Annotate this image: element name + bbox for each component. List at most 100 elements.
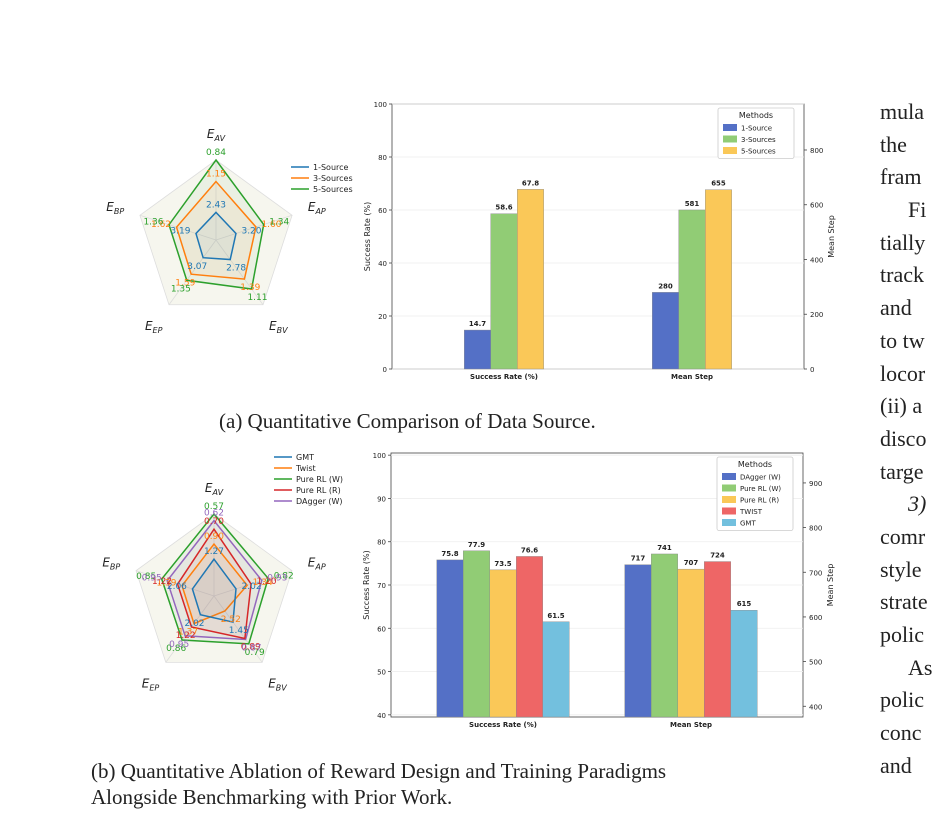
right-column-line: conc (880, 720, 922, 746)
bar-legend-label: 1-Source (741, 125, 772, 133)
bar-value-label: 61.5 (547, 612, 564, 620)
bar-legend-swatch (722, 484, 736, 492)
right-column-line: and (880, 752, 912, 778)
radar-spoke (213, 595, 263, 663)
right-column-line: locor (880, 360, 926, 386)
radar-spoke (168, 239, 217, 305)
bar-ylabel-right: Mean Step (826, 564, 835, 607)
bar-value-label: 73.5 (494, 560, 511, 568)
bar-value-label: 581 (685, 200, 700, 208)
radar-value-label: 1.60 (261, 220, 281, 230)
right-column-line: targe (880, 458, 924, 484)
right-column-line: Fi (908, 197, 927, 223)
bar-ytick-label: 60 (378, 207, 387, 215)
bar-value-label: 77.9 (468, 541, 485, 549)
right-column-line: tially (880, 229, 926, 255)
radar-value-label: 0.89 (241, 643, 261, 653)
radar-value-label: 1.39 (156, 579, 176, 589)
bar-legend-label: TWIST (739, 508, 763, 516)
bar-legend-swatch (723, 147, 737, 154)
radar-axis-label: EAV (205, 481, 224, 497)
right-column-line: 3) (908, 491, 927, 517)
bar-ytick-label: 80 (378, 154, 387, 162)
bar-gmt (730, 610, 758, 718)
bar-ytick-right-label: 400 (809, 703, 822, 711)
radar-axis-label: EBP (102, 556, 120, 572)
bar-ytick-right-label: 600 (810, 202, 823, 210)
bar-value-label: 280 (658, 282, 673, 290)
bar-ytick-label: 20 (378, 313, 387, 321)
radar-series-pure-rl-r- (176, 527, 252, 640)
bar-ylabel: Success Rate (%) (362, 550, 371, 619)
radar-value-label: 2.78 (226, 264, 246, 274)
bar-legend-title: Methods (739, 111, 773, 120)
radar-value-label: 1.22 (176, 631, 196, 641)
bar-1-source (464, 329, 491, 370)
radar-axis-label: EEP (145, 319, 163, 335)
radar-value-label: 0.95 (169, 640, 189, 650)
bar-chart-b: 40 50 60 70 80 90 100 400 500 600 700 800 900 Success… (362, 452, 835, 729)
radar-value-label: 1.27 (204, 547, 224, 557)
bar-legend-swatch (723, 135, 737, 143)
bar-ytick-label: 80 (377, 539, 386, 547)
legend-label: Pure RL (W) (296, 475, 343, 484)
bar-value-label: 655 (711, 180, 726, 188)
bar-value-label: 724 (710, 552, 725, 560)
radar-value-label: 2.02 (242, 582, 262, 592)
radar-value-label: 1.37 (178, 628, 198, 638)
bar-value-label: 741 (657, 544, 672, 552)
bar-legend-label: DAgger (W) (740, 474, 781, 482)
radar-value-label: 3.20 (241, 226, 261, 236)
right-column-line: track (880, 262, 924, 288)
bar-legend-swatch (722, 496, 736, 503)
bar-ytick-right-label: 800 (809, 525, 822, 533)
bar-dagger-w- (624, 564, 652, 718)
right-column-line: and (880, 295, 912, 321)
legend-label: 3-Sources (313, 174, 353, 183)
bar-value-label: 707 (684, 559, 699, 567)
radar-value-label: 0.82 (274, 571, 294, 581)
radar-value-label: 1.22 (152, 577, 172, 587)
bar-5-sources (517, 189, 544, 370)
bar-category-label: Success Rate (%) (470, 373, 538, 381)
bar-legend-label: Pure RL (W) (740, 485, 781, 493)
radar-value-label: 1.20 (257, 577, 277, 587)
radar-series-pure-rl-w- (160, 512, 270, 645)
radar-legend-a: 1-Source 3-Sources 5-Sources (291, 163, 353, 194)
bar-dagger-w- (436, 559, 464, 718)
radar-value-label: 0.84 (206, 148, 226, 158)
radar-series-dagger-w- (166, 519, 263, 641)
bar-ylabel: Success Rate (%) (363, 202, 372, 271)
bar-value-label: 615 (737, 600, 752, 608)
bar-legend-box (717, 107, 795, 159)
right-column-line: to tw (880, 327, 925, 353)
bar-5-sources (705, 189, 732, 370)
radar-value-label: 2.43 (206, 200, 226, 210)
radar-axis-label: EBV (269, 319, 288, 335)
bar-3-sources (678, 209, 706, 370)
right-column-line: (ii) a (880, 393, 923, 419)
right-column-line: As (908, 654, 933, 680)
radar-axis-label: EBP (106, 200, 124, 216)
bar-ytick-right-label: 500 (809, 659, 822, 667)
bar-ytick-label: 100 (374, 101, 387, 109)
bar-pure-rl-w- (651, 553, 678, 718)
radar-value-label: 0.70 (204, 517, 224, 527)
bar-category-label: Mean Step (670, 721, 712, 729)
radar-series-3-sources (175, 180, 257, 280)
bar-pure-rl-w- (463, 550, 490, 718)
radar-legend-b: GMT Twist Pure RL (W) Pure RL (R) DAgger (W) (274, 453, 343, 506)
radar-spoke (215, 239, 264, 305)
radar-value-label: 2.02 (184, 619, 204, 629)
radar-value-label: 2.52 (221, 615, 241, 625)
radar-series-gmt (191, 557, 237, 623)
radar-value-label: 0.85 (136, 572, 156, 582)
radar-value-label: 1.59 (175, 278, 195, 288)
radar-value-label: 0.93 (267, 573, 287, 583)
bar-chart-a: 0 20 40 60 80 100 0 200 400 600 800 Success Rate (%… (363, 101, 836, 381)
bar-legend-swatch (722, 507, 736, 515)
bar-3-sources (490, 213, 518, 370)
radar-axis-label: EAV (207, 127, 226, 143)
radar-value-label: 3.19 (170, 226, 190, 236)
bar-ytick-label: 40 (377, 712, 386, 720)
